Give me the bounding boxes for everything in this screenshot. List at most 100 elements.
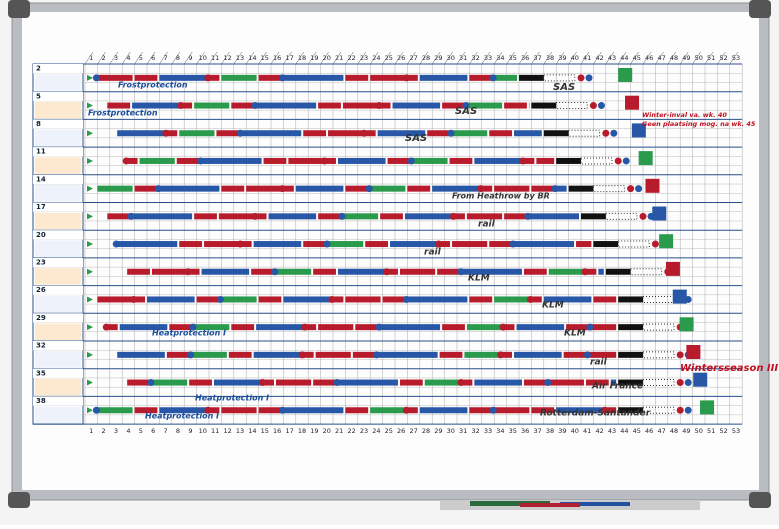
magnet-bar: [338, 158, 386, 164]
week-number: 20: [323, 427, 331, 435]
end-bar: [581, 213, 606, 219]
magnet-bar: [202, 158, 262, 164]
magnet-bar: [189, 380, 212, 386]
week-number: 39: [558, 54, 566, 62]
row-label-area: [35, 268, 81, 284]
magnet-dot: [544, 379, 551, 386]
square-magnet: [639, 151, 653, 165]
magnet-bar: [390, 241, 438, 247]
magnet-dot: [279, 407, 286, 414]
magnet-bar: [318, 213, 341, 219]
row-number: 26: [36, 286, 46, 294]
magnet-bar: [259, 75, 282, 81]
week-number: 47: [657, 54, 665, 62]
magnet-dot: [403, 74, 410, 81]
magnet-bar: [489, 241, 512, 247]
week-number: 36: [521, 427, 529, 435]
week-number: 30: [447, 427, 455, 435]
row-number: 11: [36, 148, 46, 156]
end-dot: [610, 130, 617, 137]
week-number: 50: [695, 427, 703, 435]
end-dot: [677, 351, 684, 358]
magnet-bar: [549, 380, 584, 386]
magnet-bar: [593, 296, 616, 302]
week-number: 37: [533, 427, 541, 435]
week-number: 15: [261, 54, 269, 62]
magnet-dot: [510, 241, 517, 248]
row-number: 35: [36, 369, 46, 377]
week-number: 20: [323, 54, 331, 62]
handwritten-note: SAS: [553, 82, 575, 93]
magnet-bar: [303, 241, 326, 247]
magnet-bar: [338, 380, 398, 386]
magnet-bar: [598, 269, 603, 275]
magnet-bar: [231, 103, 254, 109]
corner: [8, 0, 30, 18]
magnet-dot: [497, 351, 504, 358]
handwritten-note: Frostprotection: [118, 81, 188, 90]
magnet-bar: [264, 158, 287, 164]
week-number: 14: [248, 54, 256, 62]
magnet-dot: [450, 213, 457, 220]
week-number: 35: [509, 54, 517, 62]
week-number: 21: [335, 54, 343, 62]
week-number: 48: [670, 54, 678, 62]
magnet-bar: [179, 130, 214, 136]
magnet-bar: [469, 75, 492, 81]
week-number: 7: [164, 427, 168, 435]
week-number: 36: [521, 54, 529, 62]
week-number: 4: [126, 427, 130, 435]
handwritten-note: rail: [590, 358, 608, 368]
magnet-bar: [318, 103, 341, 109]
magnet-dot: [301, 324, 308, 331]
magnet-bar: [140, 158, 175, 164]
magnet-bar: [345, 186, 368, 192]
week-number: 38: [546, 54, 554, 62]
magnet-dot: [361, 130, 368, 137]
week-number: 27: [409, 427, 417, 435]
end-dot: [586, 74, 593, 81]
magnet-dot: [403, 296, 410, 303]
week-number: 25: [385, 54, 393, 62]
week-number: 43: [608, 427, 616, 435]
week-number: 23: [360, 427, 368, 435]
week-number: 39: [558, 427, 566, 435]
square-magnet: [618, 68, 632, 82]
magnet-bar: [420, 75, 468, 81]
magnet-bar: [194, 103, 229, 109]
magnet-bar: [467, 213, 502, 219]
row-label-area: [35, 213, 81, 229]
magnet-dot: [93, 74, 100, 81]
row-number: 20: [36, 231, 46, 239]
end-dot: [578, 74, 585, 81]
week-number: 10: [199, 54, 207, 62]
magnet-dot: [457, 268, 464, 275]
magnet-dot: [123, 157, 130, 164]
magnet-bar: [216, 130, 239, 136]
magnet-dot: [490, 74, 497, 81]
magnet-bar: [127, 269, 150, 275]
magnet-dot: [93, 407, 100, 414]
week-number: 52: [719, 427, 727, 435]
week-number: 6: [151, 54, 155, 62]
week-number: 46: [645, 54, 653, 62]
magnet-dot: [128, 213, 135, 220]
week-number: 8: [176, 54, 180, 62]
magnet-bar: [425, 380, 460, 386]
row-number: 29: [36, 314, 46, 322]
magnet-bar: [576, 241, 591, 247]
magnet-bar: [288, 158, 323, 164]
magnet-bar: [117, 130, 165, 136]
corner: [749, 492, 771, 508]
magnet-bar: [365, 241, 388, 247]
magnet-bar: [345, 75, 368, 81]
end-dot: [652, 241, 659, 248]
magnet-bar: [316, 352, 351, 358]
magnet-bar: [231, 324, 254, 330]
magnet-dot: [373, 351, 380, 358]
week-number: 45: [633, 427, 641, 435]
row-label-area: [35, 157, 81, 173]
magnet-bar: [420, 407, 468, 413]
row-label-area: [35, 379, 81, 395]
week-number: 1: [89, 427, 93, 435]
